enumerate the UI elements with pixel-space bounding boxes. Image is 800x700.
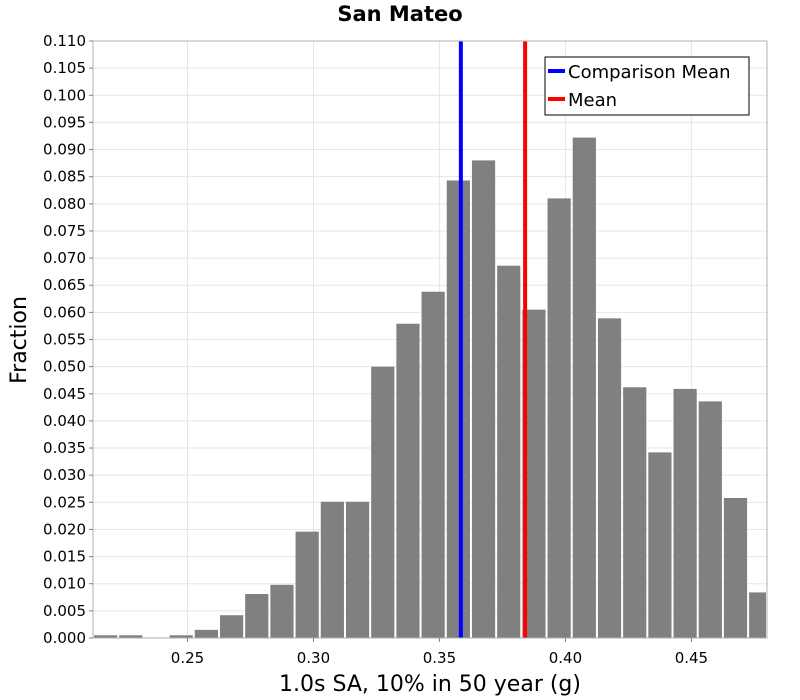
y-tick-label: 0.030: [43, 466, 86, 484]
x-tick-label: 0.35: [423, 649, 456, 667]
histogram-bar: [320, 501, 344, 638]
histogram-bars: [94, 137, 766, 639]
histogram-bar: [623, 387, 647, 638]
histogram-bar: [295, 531, 319, 638]
y-tick-label: 0.090: [43, 141, 86, 159]
x-tick-label: 0.30: [297, 649, 330, 667]
histogram-bar: [597, 318, 622, 638]
mean-lines: [458, 41, 528, 638]
y-tick-label: 0.110: [43, 32, 86, 50]
x-axis-label: 1.0s SA, 10% in 50 year (g): [279, 672, 581, 697]
y-tick-label: 0.055: [43, 331, 86, 349]
y-axis-ticks: 0.000 0.005 0.010 0.015 0.020 0.025 0.030 0.035…: [43, 32, 93, 647]
y-tick-label: 0.070: [43, 249, 86, 267]
y-tick-label: 0.105: [43, 59, 86, 77]
legend-label-comparison-mean: Comparison Mean: [568, 62, 731, 83]
histogram-bar: [169, 635, 193, 638]
histogram-bar: [673, 388, 697, 638]
y-tick-label: 0.010: [43, 575, 86, 593]
histogram-bar: [345, 501, 370, 638]
chart-title: San Mateo: [337, 2, 463, 26]
histogram-bar: [723, 497, 748, 638]
y-tick-label: 0.095: [43, 113, 86, 131]
y-tick-label: 0.060: [43, 303, 86, 321]
histogram-bar: [446, 180, 470, 639]
histogram-bar: [194, 629, 218, 638]
histogram-bar: [471, 160, 496, 638]
legend-box: [544, 56, 750, 116]
legend-label-mean: Mean: [568, 90, 617, 111]
histogram-bar: [119, 635, 143, 638]
x-tick-label: 0.40: [549, 649, 582, 667]
histogram-bar: [270, 584, 294, 638]
histogram-bar: [522, 309, 546, 638]
x-axis-ticks: 0.25 0.30 0.35 0.40 0.45: [171, 638, 708, 667]
y-axis-label: Fraction: [7, 296, 32, 384]
y-tick-label: 0.025: [43, 493, 86, 511]
y-tick-label: 0.050: [43, 358, 86, 376]
y-tick-label: 0.045: [43, 385, 86, 403]
histogram-bar: [94, 635, 118, 638]
histogram-bar: [547, 198, 571, 638]
histogram-bar: [749, 592, 766, 638]
y-tick-label: 0.015: [43, 548, 86, 566]
histogram-bar: [371, 366, 395, 638]
y-tick-label: 0.000: [43, 629, 86, 647]
y-tick-label: 0.005: [43, 602, 86, 620]
histogram-bar: [572, 137, 596, 638]
histogram-bar: [421, 291, 445, 638]
y-tick-label: 0.075: [43, 222, 86, 240]
histogram-bar: [396, 323, 420, 638]
histogram-bar: [219, 615, 244, 638]
histogram-bar: [497, 265, 521, 638]
legend: Comparison Mean Mean: [544, 56, 750, 116]
x-tick-label: 0.45: [675, 649, 708, 667]
histogram-bar: [245, 594, 269, 638]
histogram-bar: [648, 452, 672, 638]
y-tick-label: 0.100: [43, 86, 86, 104]
y-tick-label: 0.080: [43, 195, 86, 213]
y-tick-label: 0.040: [43, 412, 86, 430]
y-tick-label: 0.085: [43, 168, 86, 186]
x-tick-label: 0.25: [171, 649, 204, 667]
y-tick-label: 0.020: [43, 520, 86, 538]
y-tick-label: 0.065: [43, 276, 86, 294]
y-tick-label: 0.035: [43, 439, 86, 457]
histogram-bar: [698, 401, 722, 638]
